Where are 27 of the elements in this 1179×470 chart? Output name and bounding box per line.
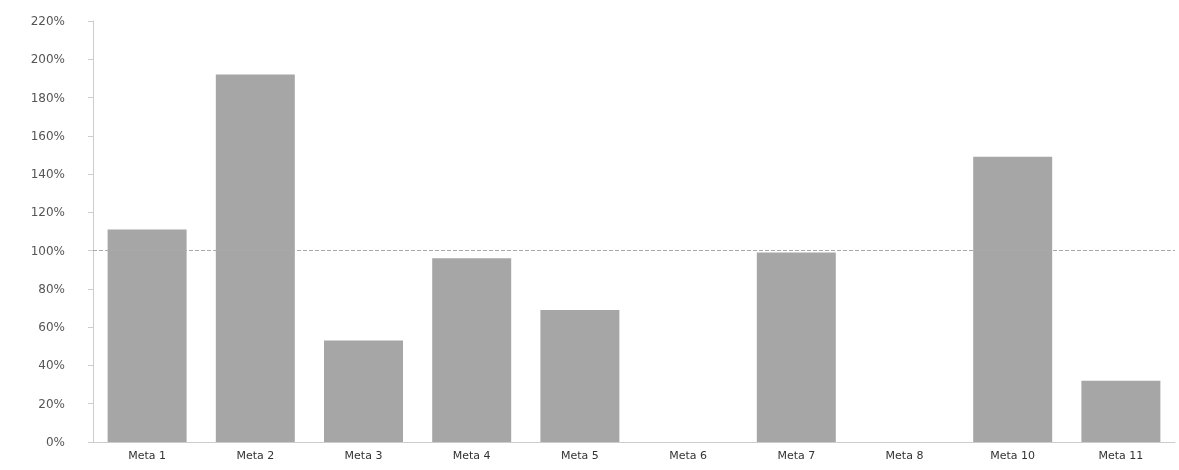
x-tick-label: Meta 3 bbox=[344, 449, 383, 462]
x-tick-label: Meta 1 bbox=[128, 449, 167, 462]
bar bbox=[432, 258, 512, 442]
x-tick-label: Meta 7 bbox=[777, 449, 816, 462]
y-tick-label: 80% bbox=[38, 281, 65, 296]
bar bbox=[1081, 380, 1161, 442]
y-tick-label: 60% bbox=[38, 320, 65, 335]
x-tick-label: Meta 6 bbox=[669, 449, 708, 462]
x-tick-label: Meta 10 bbox=[990, 449, 1036, 462]
y-tick-label: 180% bbox=[30, 90, 65, 105]
bar bbox=[324, 340, 403, 442]
y-tick-label: 120% bbox=[30, 205, 65, 220]
bar bbox=[756, 252, 836, 442]
y-tick-label: 200% bbox=[30, 52, 65, 67]
x-tick-label: Meta 2 bbox=[236, 449, 275, 462]
x-tick-label: Meta 11 bbox=[1098, 449, 1144, 462]
y-tick-label: 20% bbox=[38, 396, 65, 411]
y-tick-label: 220% bbox=[30, 14, 65, 28]
x-tick-label: Meta 5 bbox=[560, 449, 599, 462]
x-tick-label: Meta 4 bbox=[452, 449, 491, 462]
y-tick-label: 140% bbox=[30, 167, 65, 182]
y-tick-label: 100% bbox=[30, 243, 65, 258]
y-tick-label: 40% bbox=[38, 358, 65, 373]
y-tick-label: 0% bbox=[45, 435, 65, 449]
bar bbox=[540, 309, 620, 442]
y-tick-label: 160% bbox=[30, 128, 65, 143]
x-tick-label: Meta 8 bbox=[885, 449, 924, 462]
